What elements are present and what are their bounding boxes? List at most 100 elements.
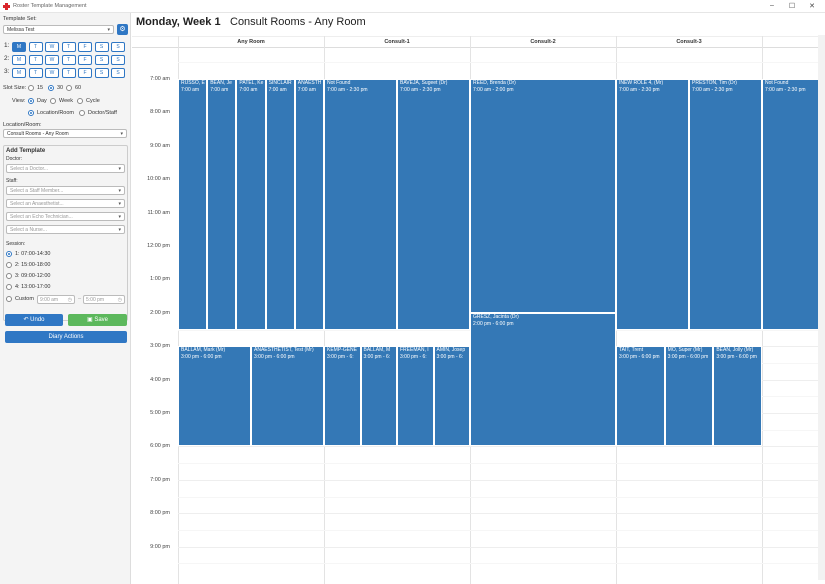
echo-tech-select[interactable]: Select an Echo Technician... ▾ — [6, 212, 125, 221]
week-3-day-button[interactable]: T — [61, 68, 76, 78]
week-2-day-button[interactable]: F — [78, 55, 92, 65]
week-1-day-button[interactable]: S — [94, 42, 109, 52]
anaesthetist-select[interactable]: Select an Anaesthetist... ▾ — [6, 199, 125, 208]
week-3-day-button[interactable]: T — [28, 68, 43, 78]
roster-event[interactable]: FREEMAN, I 3:00 pm - 6: — [397, 346, 434, 447]
roster-event[interactable]: BALLAM, M 3:00 pm - 6: — [360, 346, 397, 447]
undo-label: Undo — [30, 317, 45, 323]
roster-event[interactable]: BEAN, Jolly (Mr) 3:00 pm - 6:00 pm — [713, 346, 762, 447]
roster-event[interactable]: GRESZ, Jacinta (Dr) 2:00 pm - 6:00 pm — [470, 312, 616, 447]
week-3-day-button[interactable]: S — [111, 68, 125, 78]
time-label: 8:00 pm — [150, 510, 170, 517]
view-cycle-radio[interactable] — [77, 98, 83, 104]
week-1-day-button[interactable]: T — [28, 42, 43, 52]
custom-start-time[interactable]: 9:00 am ◷ — [37, 295, 75, 304]
week-2-day-button[interactable]: M — [12, 55, 26, 65]
undo-button[interactable]: ↶ Undo — [5, 314, 63, 326]
week-1-day-button[interactable]: T — [61, 42, 76, 52]
week-1-day-button[interactable]: W — [45, 42, 59, 52]
roster-event[interactable]: BALLAM, Mark (Mr) 3:00 pm - 6:00 pm — [178, 346, 251, 447]
week-3-day-button[interactable]: W — [45, 68, 59, 78]
event-name: Not Found — [765, 80, 789, 86]
time-label: 5:00 pm — [150, 410, 170, 416]
minimize-button[interactable]: – — [770, 2, 774, 9]
slot-30-radio[interactable] — [48, 85, 54, 91]
sidebar: Template Set: Melissa Test ▾ ⚙ 1: M T W T F S S… — [0, 13, 131, 584]
week-1-day-button[interactable]: M — [12, 42, 26, 52]
group-doctor-radio[interactable] — [79, 110, 85, 116]
window-title: Roster Template Management — [13, 3, 87, 9]
roster-event[interactable]: TAIT, Trent 3:00 pm - 6:00 pm — [616, 346, 665, 447]
doctor-select[interactable]: Select a Doctor... ▾ — [6, 164, 125, 173]
event-time: 3:00 pm - 6:00 pm — [254, 354, 295, 361]
session-3-radio[interactable] — [6, 273, 12, 279]
session-4-radio[interactable] — [6, 284, 12, 290]
roster-event[interactable]: MO, Super (Mr) 3:00 pm - 6:00 pm — [664, 346, 714, 447]
close-button[interactable]: ✕ — [809, 3, 815, 10]
view-label: View: — [12, 98, 26, 104]
view-week-radio[interactable] — [50, 98, 56, 104]
nurse-select[interactable]: Select a Nurse... ▾ — [6, 225, 125, 234]
session-2-radio[interactable] — [6, 262, 12, 268]
week-2-day-button[interactable]: S — [94, 55, 109, 65]
column-header: Consult-1 — [384, 39, 410, 45]
week-2-day-button[interactable]: T — [28, 55, 43, 65]
event-name: SINCLAIR — [268, 80, 292, 86]
roster-event[interactable]: ANAESTHETIST, Test (Mr) 3:00 pm - 6:00 pm — [251, 346, 324, 447]
roster-event[interactable]: AMIN, Josep 3:00 pm - 6: — [433, 346, 470, 447]
staff-member-select[interactable]: Select a Staff Member... ▾ — [6, 186, 125, 195]
event-time: 3:00 pm - 6:00 pm — [619, 354, 660, 361]
template-set-select[interactable]: Melissa Test ▾ — [3, 25, 114, 34]
event-name: MO, Super (Mr) — [667, 347, 703, 354]
roster-event[interactable]: PATEL, Ke 7:00 am — [236, 79, 266, 330]
location-select[interactable]: Consult Rooms - Any Room ▾ — [3, 129, 127, 138]
roster-event[interactable]: RUSSO, E 7:00 am — [178, 79, 208, 330]
column-header: Any Room — [237, 39, 265, 45]
slot-60-radio[interactable] — [66, 85, 72, 91]
roster-event[interactable]: PRESTON, Tim (Dr) 7:00 am - 2:30 pm — [689, 79, 762, 330]
roster-event[interactable]: ANAESTH 7:00 am — [294, 79, 324, 330]
custom-start-value: 9:00 am — [40, 297, 59, 303]
week-2-day-button[interactable]: T — [61, 55, 76, 65]
template-settings-button[interactable]: ⚙ — [117, 24, 128, 35]
event-name: BALLAM, Mark (Mr) — [181, 347, 226, 354]
custom-end-time[interactable]: 5:00 pm ◷ — [83, 295, 125, 304]
week-3-day-button[interactable]: S — [94, 68, 109, 78]
time-label: 6:00 pm — [150, 443, 170, 450]
maximize-button[interactable]: ☐ — [788, 3, 796, 10]
staff-label: Staff: — [6, 178, 18, 184]
doctor-label: Doctor: — [6, 156, 23, 162]
roster-event[interactable]: REED, Brenda (Dr) 7:00 am - 2:00 pm — [470, 79, 616, 313]
clock-icon: ◷ — [67, 297, 72, 303]
template-set-value: Melissa Test — [7, 27, 35, 33]
roster-event[interactable]: BEAN, Je 7:00 am — [207, 79, 237, 330]
session-1-radio[interactable] — [6, 251, 12, 257]
time-gridline — [178, 62, 825, 64]
view-day-radio[interactable] — [28, 98, 34, 104]
roster-event[interactable]: INEW ROLE 4, (Mr) 7:00 am - 2:30 pm — [616, 79, 689, 330]
group-doctor-label: Doctor/Staff — [88, 110, 117, 116]
group-location-radio[interactable] — [28, 110, 34, 116]
title-bar: Roster Template Management – ☐ ✕ — [0, 0, 825, 13]
slot-15-radio[interactable] — [28, 85, 34, 91]
calendar-title: Monday, Week 1 — [136, 16, 221, 28]
week-row-label: 3: — [4, 68, 10, 75]
chevron-down-icon: ▾ — [118, 227, 121, 233]
roster-event[interactable]: Not Found 7:00 am - 2:30 pm — [762, 79, 825, 330]
week-2-day-button[interactable]: S — [111, 55, 125, 65]
week-3-day-button[interactable]: F — [78, 68, 92, 78]
week-3-day-button[interactable]: M — [12, 68, 26, 78]
vertical-scrollbar[interactable] — [818, 35, 825, 580]
week-1-day-button[interactable]: S — [111, 42, 125, 52]
roster-event[interactable]: BAVEJA, Sugeet (Dr) 7:00 am - 2:30 pm — [397, 79, 470, 330]
week-2-day-button[interactable]: W — [45, 55, 59, 65]
roster-event[interactable]: KEMP-GENE 3:00 pm - 6: — [324, 346, 361, 447]
roster-event[interactable]: SINCLAIR 7:00 am — [265, 79, 295, 330]
roster-event[interactable]: Not Found 7:00 am - 2:30 pm — [324, 79, 397, 330]
event-name: PATEL, Ke — [239, 80, 264, 86]
session-custom-radio[interactable] — [6, 296, 12, 302]
diary-actions-button[interactable]: Diary Actions — [5, 331, 127, 343]
week-1-day-button[interactable]: F — [78, 42, 92, 52]
save-button[interactable]: ▣ Save — [68, 314, 127, 326]
event-name: PRESTON, Tim (Dr) — [692, 80, 737, 86]
